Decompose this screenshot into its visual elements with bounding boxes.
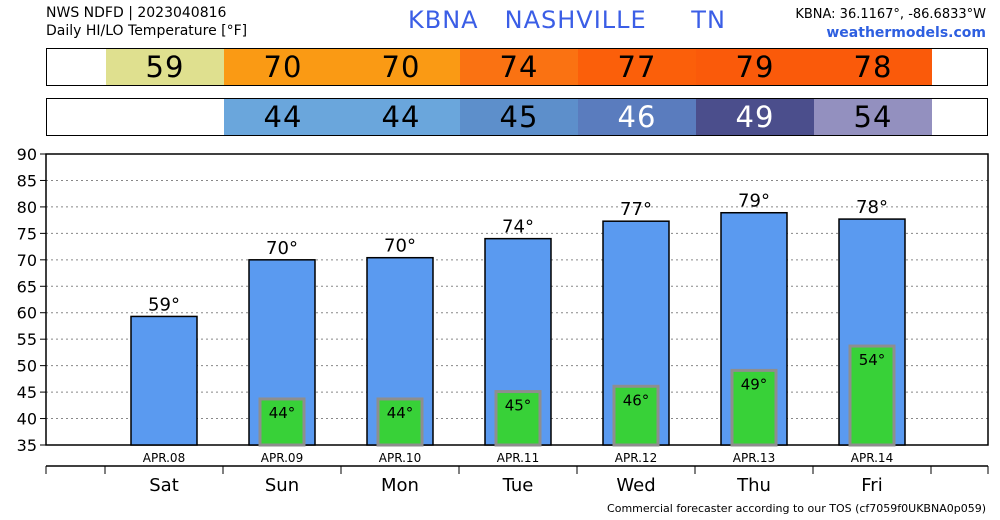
day-label: Wed <box>616 475 655 496</box>
low-temp-bar <box>730 368 778 447</box>
hi_strip-cell: 70 <box>224 49 342 85</box>
day-label: Thu <box>736 475 771 496</box>
low-temp-bar <box>848 344 896 447</box>
low-temp-label: 54° <box>859 351 886 369</box>
day-label: Sun <box>265 475 299 496</box>
high-temp-label: 74° <box>502 217 534 238</box>
y-tick-label: 35 <box>17 436 37 455</box>
date-label: APR.12 <box>615 451 657 465</box>
y-tick-label: 45 <box>17 383 37 402</box>
hi_strip-cell: 70 <box>342 49 460 85</box>
station-city: NASHVILLE <box>504 6 647 34</box>
low-temp-bar <box>258 397 306 447</box>
date-label: APR.13 <box>733 451 775 465</box>
y-tick-label: 80 <box>17 198 37 217</box>
y-tick-label: 40 <box>17 410 37 429</box>
station-title: KBNA NASHVILLE TN <box>408 6 726 34</box>
low-temp-bar <box>612 384 660 447</box>
day-label: Mon <box>381 475 419 496</box>
site-link[interactable]: weathermodels.com <box>826 25 986 41</box>
date-label: APR.09 <box>261 451 303 465</box>
low-temperature-strip: 44 44 45 46 49 54 <box>46 98 988 136</box>
lo_strip-cell <box>106 99 224 135</box>
low-temp-label: 44° <box>387 404 414 422</box>
y-tick-label: 70 <box>17 251 37 270</box>
day-label: Sat <box>149 475 179 496</box>
lo_strip-cell: 46 <box>578 99 696 135</box>
variable-label: Daily HI/LO Temperature [°F] <box>46 23 248 39</box>
low-temp-label: 45° <box>505 397 532 415</box>
station-id: KBNA <box>408 6 479 34</box>
lo_strip-cell: 49 <box>696 99 814 135</box>
lo_strip-cell: 44 <box>342 99 460 135</box>
station-coordinates: KBNA: 36.1167°, -86.6833°W <box>795 7 986 22</box>
date-label: APR.11 <box>497 451 539 465</box>
high-temp-label: 70° <box>384 236 416 257</box>
high-temp-label: 79° <box>738 191 770 212</box>
footer-note: Commercial forecaster according to our T… <box>607 502 986 515</box>
hi_strip-cell: 77 <box>578 49 696 85</box>
day-label: Fri <box>861 475 882 496</box>
high-temperature-strip: 59 70 70 74 77 79 78 <box>46 48 988 86</box>
lo_strip-cell: 54 <box>814 99 932 135</box>
date-label: APR.14 <box>851 451 893 465</box>
low-temp-bar <box>494 390 542 447</box>
hi_strip-cell: 59 <box>106 49 224 85</box>
y-tick-label: 90 <box>17 145 37 164</box>
high-temp-bar <box>130 315 198 446</box>
low-temp-label: 49° <box>741 375 768 393</box>
y-tick-label: 50 <box>17 357 37 376</box>
lo_strip-cell: 44 <box>224 99 342 135</box>
y-tick-label: 65 <box>17 277 37 296</box>
y-tick-label: 55 <box>17 330 37 349</box>
lo_strip-cell: 45 <box>460 99 578 135</box>
low-temp-bar <box>376 397 424 447</box>
low-temp-label: 44° <box>269 404 296 422</box>
hi_strip-cell: 74 <box>460 49 578 85</box>
high-temp-label: 70° <box>266 238 298 259</box>
high-temp-label: 59° <box>148 294 180 315</box>
chart-header-left: NWS NDFD | 2023040816 Daily HI/LO Temper… <box>46 4 247 40</box>
y-tick-label: 85 <box>17 171 37 190</box>
y-tick-label: 60 <box>17 304 37 323</box>
hi_strip-cell: 78 <box>814 49 932 85</box>
day-label: Tue <box>502 475 534 496</box>
station-state: TN <box>691 6 726 34</box>
low-temp-label: 46° <box>623 391 650 409</box>
date-label: APR.08 <box>143 451 185 465</box>
y-tick-label: 75 <box>17 224 37 243</box>
high-temp-label: 77° <box>620 199 652 220</box>
high-temp-label: 78° <box>856 197 888 218</box>
chart-header-right: KBNA: 36.1167°, -86.6833°W weathermodels… <box>795 5 986 43</box>
model-run-label: NWS NDFD | 2023040816 <box>46 5 227 21</box>
hi_strip-cell: 79 <box>696 49 814 85</box>
date-label: APR.10 <box>379 451 421 465</box>
